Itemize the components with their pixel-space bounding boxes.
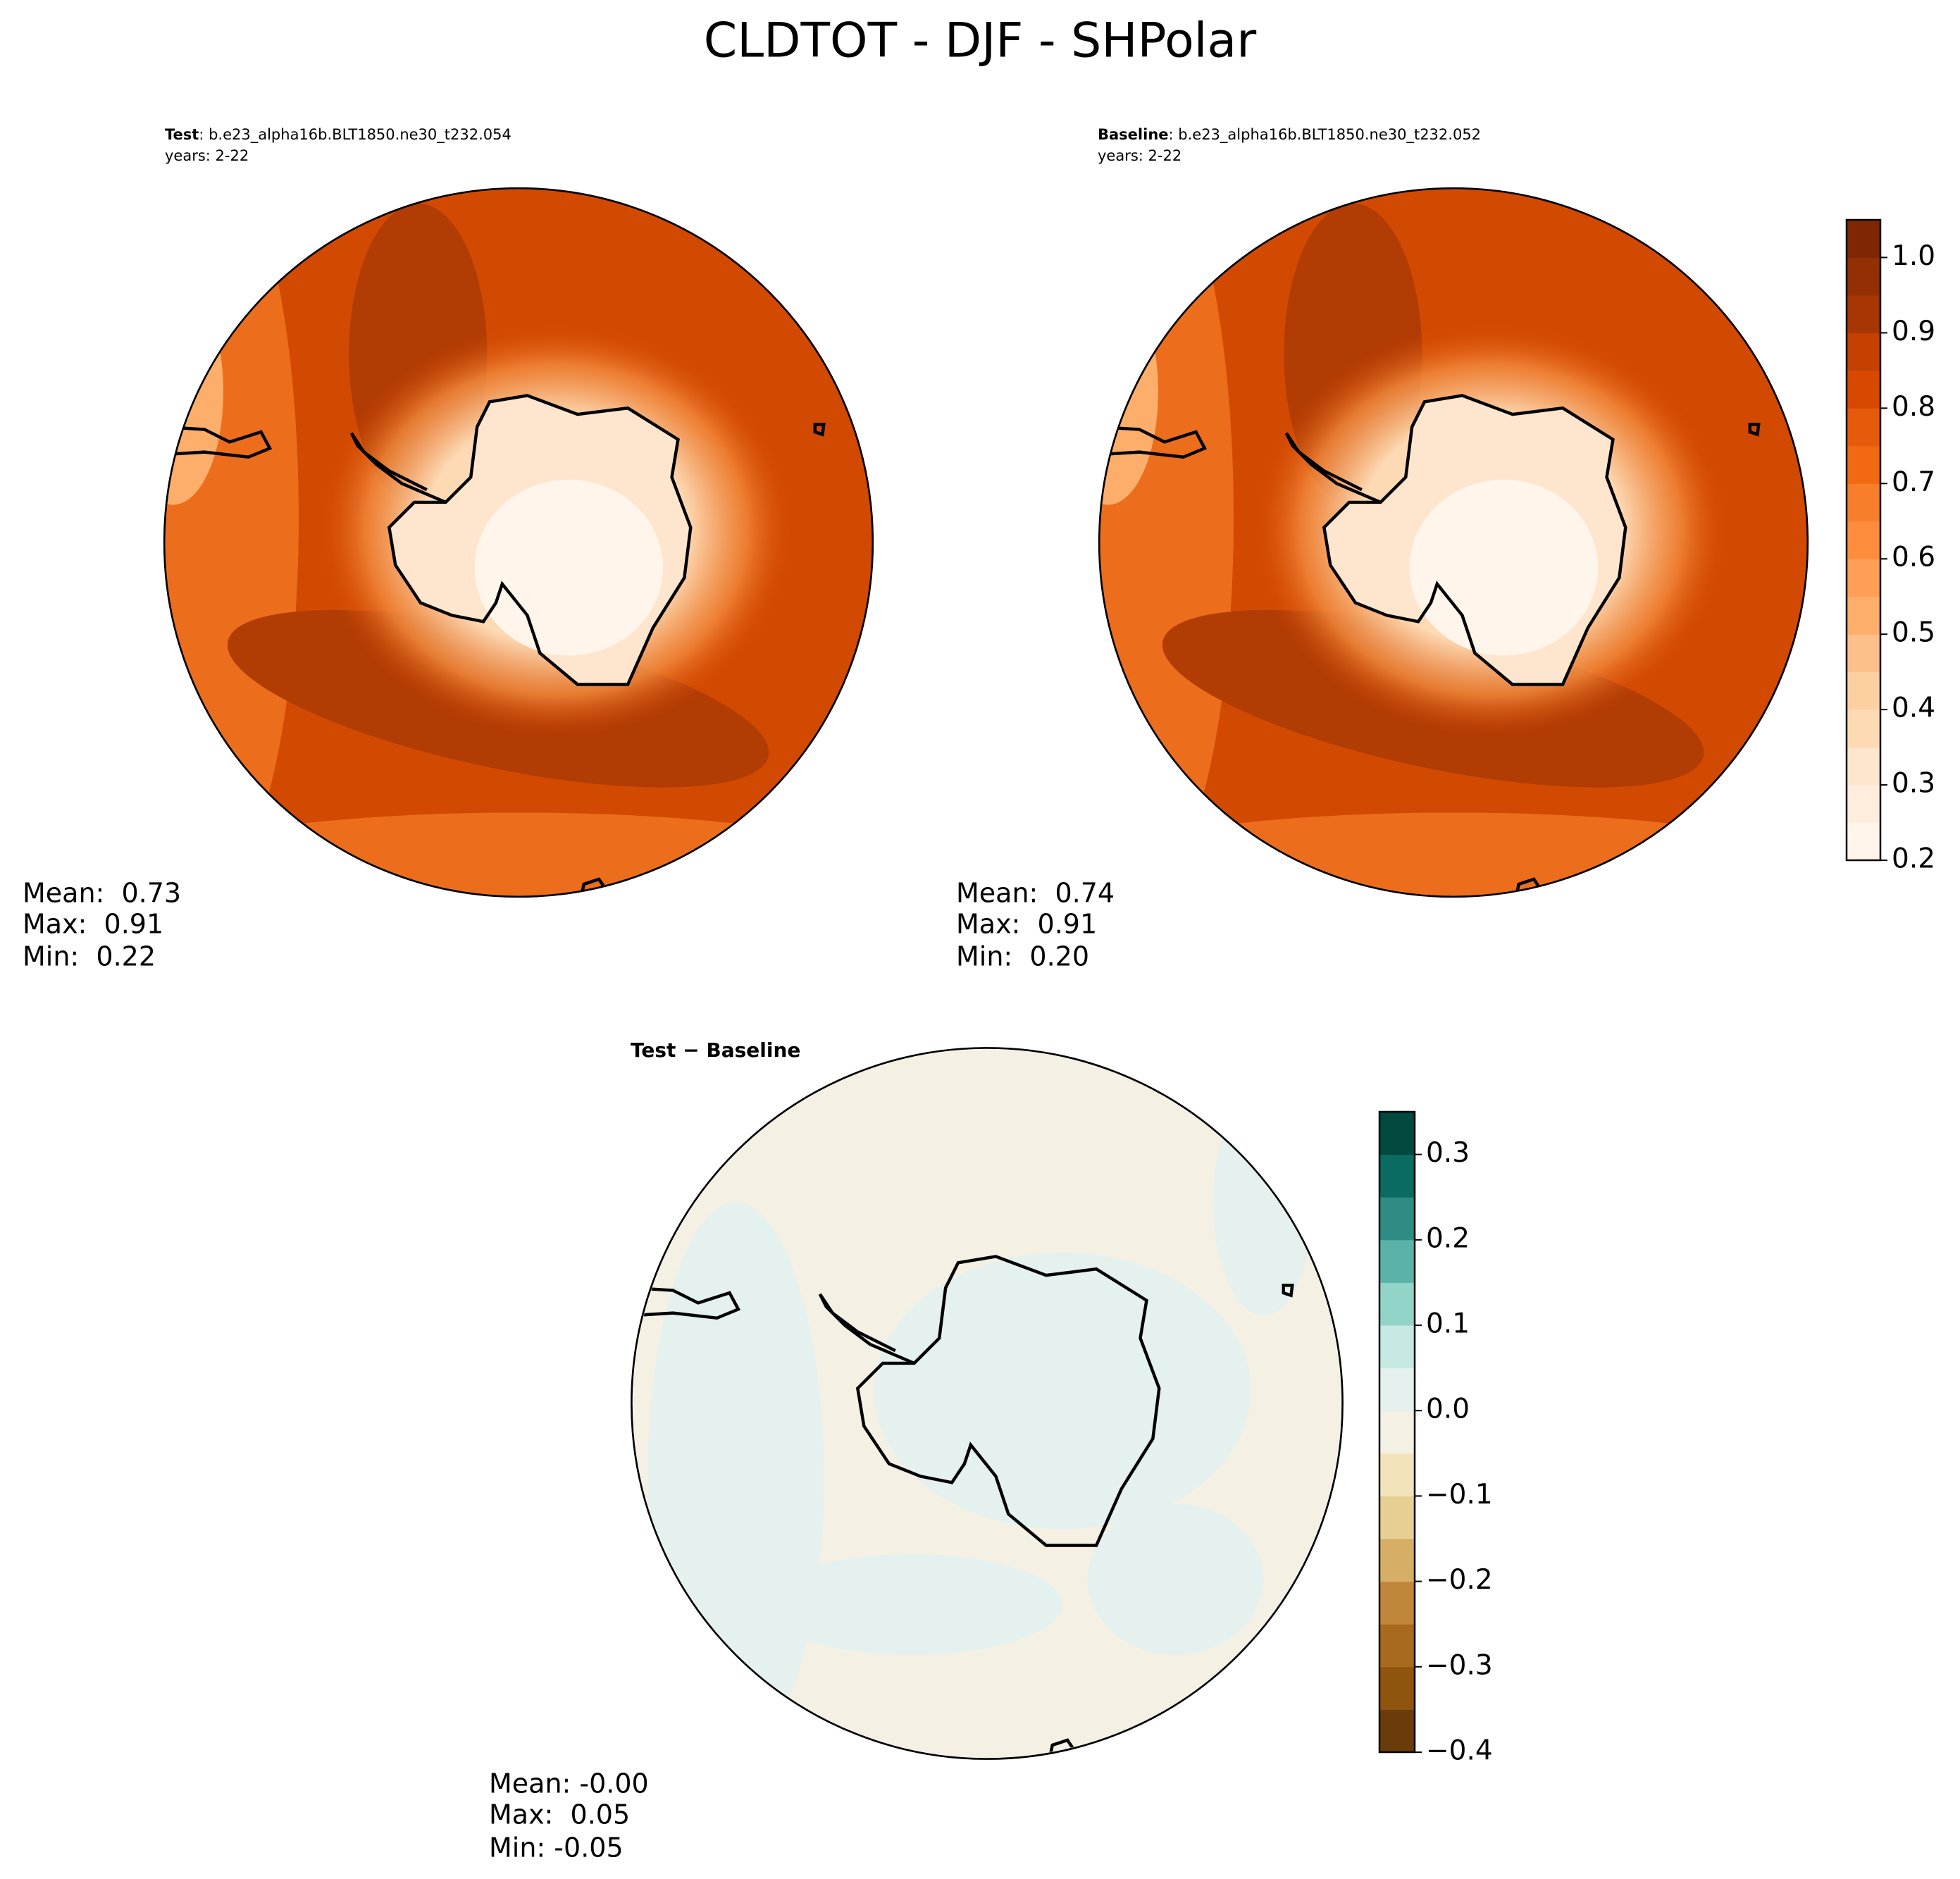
panel-label: Test − Baseline: [631, 1038, 800, 1062]
colorbar-tick-label: 0.9: [1892, 316, 1935, 347]
colorbar-band: [1379, 1282, 1415, 1326]
colorbar-band: [1379, 1496, 1415, 1539]
colorbar-frame: [1378, 1110, 1416, 1754]
stat: Min: 0.22: [23, 941, 156, 972]
colorbar-band: [1847, 333, 1880, 371]
colorbar-tick-label: 0.1: [1426, 1308, 1470, 1340]
stat: Max: 0.91: [23, 909, 163, 940]
colorbar-frame: [1845, 218, 1882, 862]
colorbar-band: [1847, 671, 1880, 710]
colorbar-band: [1847, 709, 1880, 748]
colorbar-band: [1379, 1539, 1415, 1582]
panel-label: Baseline: [1098, 126, 1169, 143]
colorbar-band: [1847, 521, 1880, 559]
colorbar-band: [1379, 1239, 1415, 1283]
colorbar-band: [1379, 1624, 1415, 1668]
stat: Max: 0.91: [956, 909, 1097, 940]
stat: Max: 0.05: [489, 1799, 630, 1830]
colorbar-band: [1847, 257, 1880, 296]
panel-case: : b.e23_alpha16b.BLT1850.ne30_t232.054: [199, 126, 511, 144]
colorbar-tick-label: 0.3: [1426, 1137, 1470, 1169]
colorbar-tick-label: 0.2: [1892, 843, 1935, 875]
colorbar-band: [1379, 1154, 1415, 1198]
colorbar-band: [1847, 408, 1880, 447]
colorbar-band: [1379, 1410, 1415, 1454]
colorbar-band: [1847, 370, 1880, 409]
stat: Min: 0.20: [956, 941, 1089, 972]
stat: Mean: -0.00: [489, 1768, 649, 1799]
colorbar-tick-label: 0.6: [1892, 542, 1935, 573]
colorbar-band: [1847, 634, 1880, 673]
map: [1046, 140, 1856, 950]
colorbar-tick-label: −0.4: [1426, 1735, 1493, 1767]
colorbar-tick-label: 0.4: [1892, 693, 1935, 724]
colorbar-band: [1379, 1453, 1415, 1496]
panel-case: : b.e23_alpha16b.BLT1850.ne30_t232.052: [1169, 126, 1482, 144]
panel-title: Test: b.e23_alpha16b.BLT1850.ne30_t232.0…: [165, 126, 511, 144]
panel-title: Baseline: b.e23_alpha16b.BLT1850.ne30_t2…: [1098, 126, 1481, 144]
panel-label: Test: [165, 126, 199, 143]
colorbar-tick-label: 0.0: [1426, 1394, 1470, 1425]
colorbar-band: [1847, 445, 1880, 484]
colorbar-band: [1847, 785, 1880, 824]
colorbar-tick-label: −0.3: [1426, 1649, 1493, 1681]
colorbar-tick-label: 1.0: [1892, 240, 1935, 272]
map: [631, 1047, 1344, 1760]
colorbar-band: [1847, 483, 1880, 522]
colorbar-band: [1379, 1197, 1415, 1241]
colorbar-band: [1847, 559, 1880, 597]
colorbar-band: [1379, 1581, 1415, 1625]
colorbar-band: [1379, 1666, 1415, 1710]
panel-years: years: 2-22: [1098, 147, 1181, 164]
colorbar-band: [1379, 1325, 1415, 1369]
colorbar-tick-label: 0.7: [1892, 466, 1935, 498]
stat: Min: -0.05: [489, 1833, 624, 1864]
colorbar-band: [1847, 822, 1880, 861]
colorbar-band: [1379, 1368, 1415, 1411]
map: [111, 140, 921, 950]
colorbar-tick-label: 0.8: [1892, 391, 1935, 423]
colorbar-tick-label: 0.2: [1426, 1222, 1470, 1254]
colorbar-band: [1379, 1112, 1415, 1155]
colorbar-band: [1847, 747, 1880, 786]
colorbar-tick-label: 0.5: [1892, 617, 1935, 649]
stat: Mean: 0.73: [23, 878, 181, 909]
figure-title: CLDTOT - DJF - SHPolar: [704, 13, 1256, 69]
colorbar-tick-label: −0.2: [1426, 1564, 1493, 1596]
colorbar-band: [1847, 294, 1880, 333]
colorbar-tick-label: −0.1: [1426, 1479, 1493, 1511]
stat: Mean: 0.74: [956, 878, 1115, 909]
colorbar-tick-label: 0.3: [1892, 768, 1935, 800]
colorbar-band: [1379, 1709, 1415, 1753]
colorbar-band: [1847, 596, 1880, 635]
colorbar-band: [1847, 220, 1880, 258]
panel-years: years: 2-22: [165, 147, 249, 164]
